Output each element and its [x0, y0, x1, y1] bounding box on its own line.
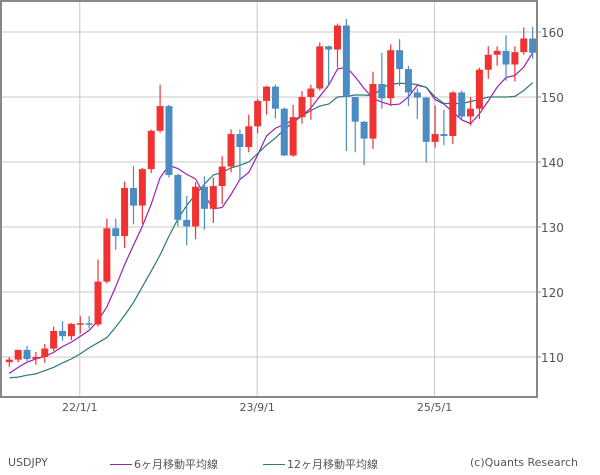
candle: [32, 351, 40, 365]
y-tick-label: 150: [541, 91, 564, 105]
candle: [449, 91, 457, 144]
candle: [325, 45, 333, 86]
copyright-text: (c)Quants Research: [470, 456, 578, 469]
candle: [227, 129, 235, 173]
candle: [520, 27, 528, 55]
candle: [50, 326, 58, 352]
candle: [5, 357, 13, 367]
candle: [236, 129, 244, 180]
y-axis-ticks: 110 120 130 140 150 160: [537, 26, 564, 365]
ma12-legend-swatch: [263, 463, 285, 465]
candle: [360, 121, 368, 166]
y-tick-label: 160: [541, 26, 564, 40]
candle: [351, 97, 359, 153]
x-tick-label: 25/5/1: [417, 401, 452, 414]
candle: [289, 104, 297, 157]
candle: [378, 52, 386, 109]
candle: [422, 97, 430, 163]
candle: [103, 218, 111, 284]
candle: [502, 35, 510, 81]
symbol-text: USDJPY: [8, 456, 48, 469]
candle: [200, 176, 208, 230]
candle: [14, 349, 22, 363]
candle: [138, 167, 146, 224]
copyright: (c)Quants Research: [470, 456, 578, 469]
candle: [67, 323, 75, 341]
ma12-legend-label: 12ヶ月移動平均線: [287, 458, 378, 471]
ma6-legend-label: 6ヶ月移動平均線: [134, 458, 218, 471]
candle: [396, 39, 404, 86]
candle: [431, 105, 439, 148]
y-tick-label: 110: [541, 351, 564, 365]
candle: [511, 46, 519, 82]
candle: [316, 42, 324, 91]
candles: [5, 19, 537, 367]
candle: [41, 344, 49, 363]
ma6-legend-swatch: [110, 463, 132, 465]
candle: [493, 46, 501, 66]
candle: [467, 97, 475, 126]
candle: [192, 182, 200, 240]
candle: [245, 114, 253, 153]
legend-ma6: 6ヶ月移動平均線: [110, 456, 218, 472]
candle: [147, 129, 155, 174]
candle: [23, 345, 31, 361]
candle: [387, 44, 395, 107]
candle: [307, 84, 315, 120]
candle: [165, 104, 173, 178]
candle: [404, 65, 412, 107]
candle: [440, 110, 448, 146]
x-tick-label: 23/9/1: [239, 401, 274, 414]
candle: [475, 67, 483, 120]
legend-ma12: 12ヶ月移動平均線: [263, 456, 378, 472]
y-tick-label: 130: [541, 221, 564, 235]
candle: [59, 321, 67, 341]
candle: [218, 156, 226, 205]
candle: [298, 91, 306, 124]
candle: [271, 84, 279, 119]
candle: [529, 26, 537, 59]
candle: [156, 84, 164, 133]
plot-frame: [0, 0, 538, 398]
candle: [209, 177, 217, 224]
candle: [94, 259, 102, 327]
symbol-label: USDJPY: [8, 456, 48, 469]
candle: [458, 90, 466, 120]
candle: [484, 46, 492, 79]
candle: [129, 165, 137, 225]
candle: [121, 181, 129, 248]
candle: [174, 173, 182, 227]
candle: [369, 71, 377, 149]
x-tick-label: 22/1/1: [62, 401, 97, 414]
candle: [183, 195, 191, 246]
candle: [280, 107, 288, 157]
y-tick-label: 140: [541, 156, 564, 170]
y-tick-label: 120: [541, 286, 564, 300]
candle: [333, 23, 341, 68]
candle: [112, 218, 120, 250]
ma12-line: [9, 82, 533, 379]
candle: [263, 85, 271, 115]
candle: [85, 316, 93, 329]
candle: [254, 98, 262, 134]
candle: [76, 316, 84, 334]
grid-lines: [1, 1, 537, 397]
x-axis-ticks: 22/1/1 23/9/1 25/5/1: [62, 401, 452, 414]
candle: [413, 88, 421, 120]
candle: [342, 19, 350, 151]
